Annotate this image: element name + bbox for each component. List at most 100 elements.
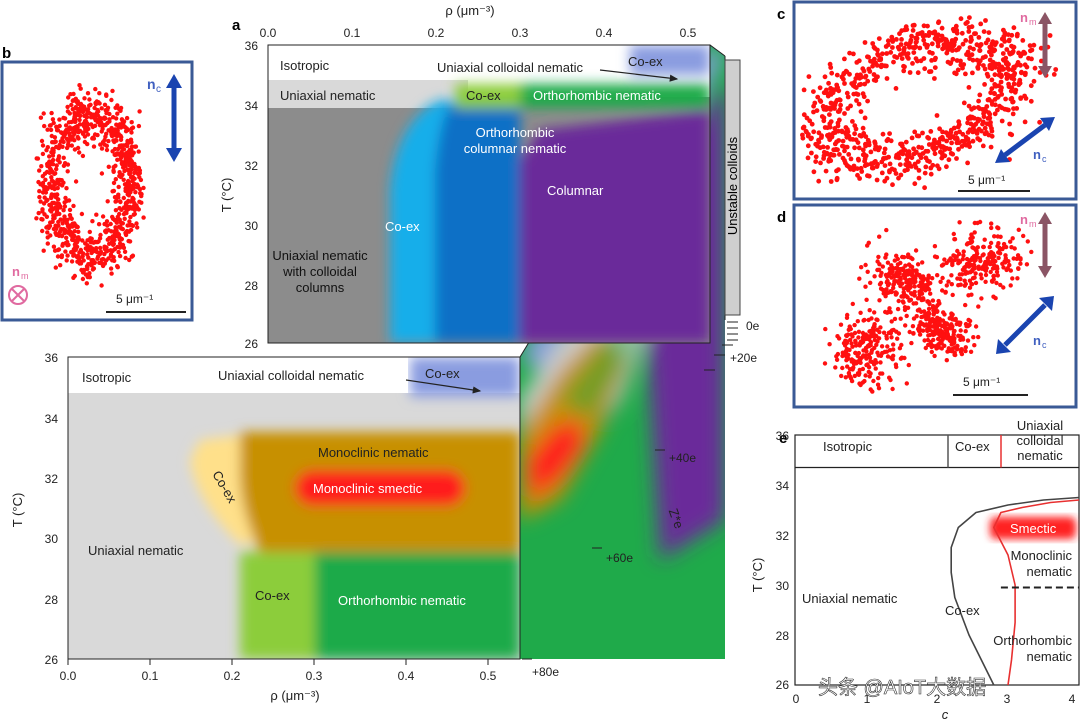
- scatter-point: [897, 162, 903, 168]
- scatter-point: [896, 298, 901, 304]
- scatter-point: [954, 58, 960, 63]
- scatter-point: [49, 110, 54, 116]
- scatter-point: [969, 281, 974, 287]
- scatter-point: [48, 123, 53, 128]
- scatter-point: [75, 224, 80, 230]
- scatter-point: [936, 166, 942, 172]
- nc-arrow: [996, 296, 1054, 354]
- scatter-point: [851, 167, 856, 173]
- scatter-point: [862, 40, 868, 45]
- scatter-point: [125, 223, 130, 228]
- scatter-point: [939, 263, 945, 268]
- top-ytick: 34: [245, 99, 259, 113]
- scatter-point: [862, 317, 867, 323]
- scatter-point: [987, 57, 993, 63]
- scatter-point: [43, 177, 48, 182]
- scatter-point: [939, 346, 944, 351]
- scatter-point: [112, 146, 118, 152]
- scatter-point: [1029, 47, 1035, 53]
- scatter-point: [838, 322, 844, 327]
- scatter-point: [896, 175, 901, 181]
- scatter-point: [76, 235, 81, 240]
- scatter-point: [963, 329, 968, 334]
- scatter-point: [69, 102, 74, 108]
- scatter-point: [835, 147, 840, 153]
- scatter-point: [946, 41, 952, 47]
- nm-sub: m: [1029, 219, 1037, 229]
- scatter-point: [124, 115, 130, 121]
- scatter-point: [54, 181, 59, 186]
- scatter-point: [915, 58, 920, 64]
- scatter-point: [907, 329, 912, 335]
- scatter-point: [991, 273, 997, 278]
- scatter-point: [64, 127, 69, 133]
- scatter-point: [65, 169, 70, 174]
- scatter-point: [977, 106, 982, 111]
- scatter-point: [1005, 65, 1010, 71]
- scatter-point: [76, 256, 82, 261]
- scatter-point: [932, 57, 938, 63]
- scatter-point: [64, 258, 69, 263]
- scatter-point: [109, 229, 114, 234]
- top-axis: ρ (μm⁻³) 0.0 0.1 0.2 0.3 0.4 0.5 36 34 3…: [219, 3, 697, 351]
- scatter-point: [70, 237, 75, 242]
- region-uniaxial-nematic: Uniaxial nematic: [280, 88, 376, 103]
- scatter-point: [938, 340, 943, 345]
- scatter-point: [1032, 65, 1038, 71]
- region-uniaxial-columns: with colloidal: [282, 264, 357, 279]
- scatter-point: [51, 216, 56, 221]
- front-ytick: 36: [45, 351, 59, 365]
- scatter-point: [901, 266, 906, 271]
- scatter-point: [126, 149, 131, 154]
- top-xtick: 0.5: [680, 26, 697, 40]
- scatter-point: [860, 147, 866, 153]
- scatter-point: [838, 102, 843, 108]
- scatter-point: [889, 328, 895, 333]
- scatter-point: [949, 273, 954, 278]
- scatter-point: [87, 275, 93, 280]
- scatter-point: [50, 117, 56, 122]
- scatter-point: [882, 63, 888, 69]
- nm-sub: m: [1029, 17, 1037, 27]
- scatter-point: [72, 138, 77, 143]
- scatter-point: [111, 130, 117, 135]
- scatter-point: [845, 94, 851, 100]
- scatter-point: [49, 133, 54, 139]
- scatter-point: [975, 136, 981, 141]
- scatter-point: [37, 194, 42, 200]
- scatter-point: [852, 131, 857, 137]
- scatter-point: [826, 156, 832, 162]
- scatter-point: [948, 326, 953, 331]
- scatter-point: [942, 153, 948, 159]
- scatter-point: [67, 225, 72, 231]
- scatter-point: [963, 269, 968, 274]
- scatter-point: [54, 163, 59, 168]
- scatter-point: [944, 329, 950, 335]
- scatter-point: [840, 350, 845, 355]
- scatter-point: [841, 144, 847, 150]
- scatter-point: [893, 155, 899, 160]
- scatter-point: [123, 201, 129, 206]
- scatter-point: [872, 141, 878, 146]
- scatter-point: [57, 123, 62, 129]
- scatter-point: [828, 92, 834, 97]
- scatter-point: [843, 131, 849, 137]
- scatter-point: [884, 76, 890, 81]
- scatter-point: [963, 348, 968, 354]
- scatter-point: [811, 129, 817, 135]
- scatter-point: [911, 316, 917, 321]
- scatter-point: [982, 131, 988, 137]
- scatter-point: [963, 134, 969, 140]
- scatter-point: [917, 307, 922, 312]
- region-orthorhombic-columnar: columnar nematic: [464, 141, 567, 156]
- scatter-point: [972, 343, 977, 348]
- scatter-point: [128, 199, 133, 204]
- scatter-point: [898, 356, 904, 361]
- scatter-point: [982, 125, 988, 131]
- scatter-point: [1008, 88, 1014, 94]
- scatter-point: [982, 82, 987, 87]
- scatter-point: [1011, 76, 1017, 82]
- scatter-point: [106, 164, 112, 169]
- scatter-point: [45, 127, 50, 132]
